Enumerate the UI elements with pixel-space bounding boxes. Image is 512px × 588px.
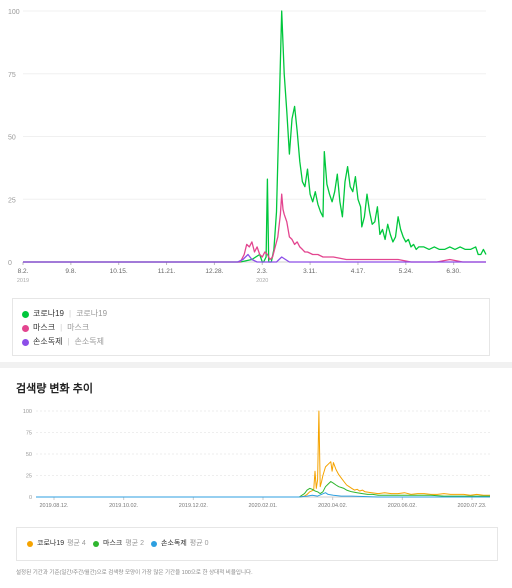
x-tick-label: 3.11. — [303, 268, 317, 275]
x-tick-year-label: 2020 — [256, 278, 268, 284]
top-legend-item-mask[interactable]: 마스크 | 마스크 — [22, 321, 89, 335]
bottom-legend: 코로나19 평균 4 마스크 평균 2 손소독제 평균 0 — [16, 527, 498, 561]
x-tick-label: 4.17. — [351, 268, 366, 275]
series-line — [23, 10, 487, 263]
x-tick-year-label: 2019 — [17, 278, 29, 284]
legend-dot-icon — [27, 541, 33, 547]
legend-dot-icon — [22, 310, 29, 318]
bottom-legend-item-mask[interactable]: 마스크 평균 2 — [93, 538, 144, 550]
y-tick-label: 25 — [26, 474, 32, 480]
section-divider — [0, 362, 512, 368]
bottom-legend-item-sanitizer[interactable]: 손소독제 평균 0 — [151, 538, 208, 550]
top-trend-chart: 0 25 50 75 100 8.2. 2019 9.8. 10.15. 11.21. 12.28.… — [8, 9, 487, 284]
legend-dot-icon — [93, 541, 99, 547]
divider: | — [67, 337, 70, 346]
divider: | — [68, 309, 72, 318]
x-tick-label: 2019.12.02. — [179, 503, 209, 509]
y-tick-label: 100 — [23, 409, 32, 415]
x-tick-label: 8.2. — [18, 268, 29, 275]
series-line — [36, 410, 490, 498]
legend-dot-icon — [151, 541, 157, 547]
legend-dot-icon — [22, 324, 29, 332]
series-line — [36, 492, 490, 498]
divider: | — [60, 323, 63, 332]
y-tick-label: 50 — [8, 135, 16, 142]
top-legend-item-corona[interactable]: 코로나19 | 코로나19 — [22, 307, 107, 321]
footnote: 설정된 기간과 기준(일간/주간/월간)으로 검색량 모양이 가장 많은 기간을… — [16, 570, 253, 576]
series-line — [23, 193, 486, 263]
bottom-legend-average: 평균 2 — [125, 540, 145, 547]
y-tick-label: 100 — [8, 9, 20, 16]
top-legend-terms: 마스크 — [67, 323, 90, 332]
top-legend-terms: 손소독제 — [74, 337, 104, 346]
top-legend-item-sanitizer[interactable]: 손소독제 | 손소독제 — [22, 335, 104, 349]
top-legend-name: 마스크 — [33, 323, 56, 332]
x-tick-label: 2020.07.23. — [457, 503, 487, 509]
x-tick-label: 9.8. — [65, 268, 76, 275]
bottom-trend-chart: 0 25 50 75 100 2019.08.12. 2019.10.02. 2019.12.… — [23, 409, 490, 509]
top-trend-panel: 0 25 50 75 100 8.2. 2019 9.8. 10.15. 11.21. 12.28.… — [8, 9, 490, 356]
x-tick-label: 2020.02.01. — [248, 503, 278, 509]
top-legend-terms: 코로나19 — [76, 309, 108, 318]
x-tick-label: 10.15. — [110, 268, 128, 275]
x-tick-label: 2019.08.12. — [39, 503, 69, 509]
series-line — [23, 253, 486, 263]
top-legend: 코로나19 | 코로나19 마스크 | 마스크 손소독제 | 손소독제 — [12, 298, 490, 356]
x-tick-label: 2020.06.02. — [388, 503, 418, 509]
x-tick-label: 6.30. — [446, 268, 461, 275]
legend-dot-icon — [22, 338, 29, 346]
bottom-legend-name: 마스크 — [103, 540, 123, 547]
y-tick-label: 50 — [26, 452, 32, 458]
y-tick-label: 75 — [8, 72, 16, 79]
x-tick-label: 2020.04.02. — [318, 503, 348, 509]
x-tick-label: 12.28. — [205, 268, 223, 275]
x-tick-label: 2.3. — [257, 268, 268, 275]
top-legend-name: 코로나19 — [33, 309, 64, 318]
x-tick-label: 2019.10.02. — [109, 503, 139, 509]
y-tick-label: 25 — [8, 197, 16, 204]
bottom-legend-name: 손소독제 — [161, 540, 187, 547]
bottom-legend-average: 평균 4 — [67, 540, 86, 547]
top-legend-name: 손소독제 — [33, 337, 63, 346]
y-tick-label: 75 — [26, 431, 32, 437]
bottom-legend-name: 코로나19 — [37, 540, 65, 547]
series-line — [36, 481, 490, 498]
x-tick-label: 5.24. — [399, 268, 414, 275]
bottom-legend-item-corona[interactable]: 코로나19 평균 4 — [27, 538, 86, 550]
x-tick-label: 11.21. — [158, 268, 176, 275]
bottom-legend-average: 평균 0 — [189, 540, 209, 547]
y-tick-label: 0 — [29, 495, 32, 501]
section-title: 검색량 변화 추이 — [16, 383, 93, 395]
y-tick-label: 0 — [8, 260, 12, 267]
